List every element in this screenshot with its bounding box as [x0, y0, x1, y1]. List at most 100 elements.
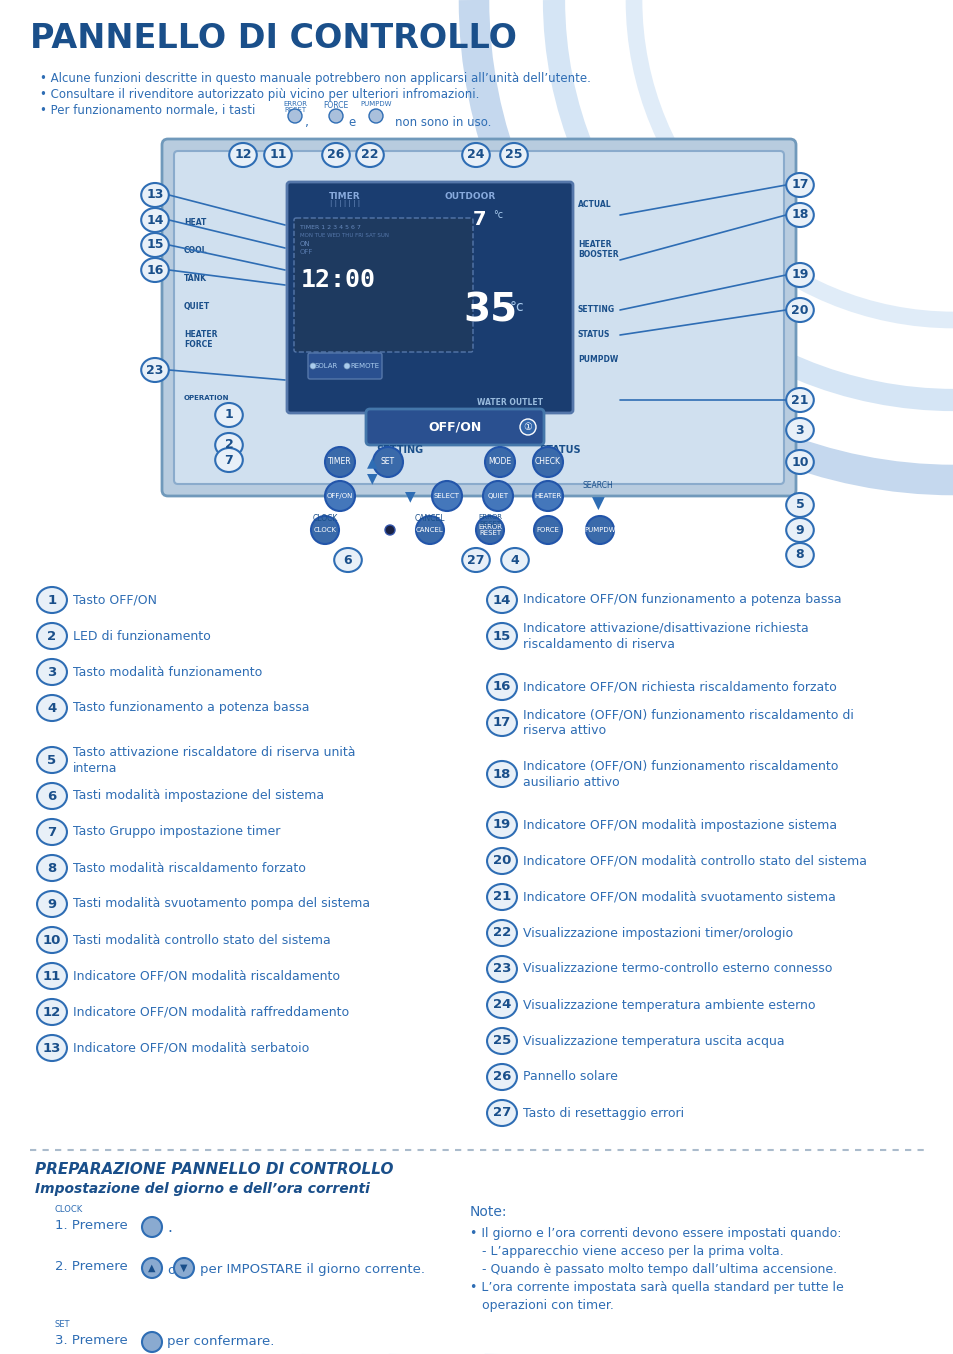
Text: HEATER
FORCE: HEATER FORCE [184, 330, 217, 349]
Ellipse shape [37, 999, 67, 1025]
Text: 14: 14 [493, 593, 511, 607]
Text: Tasto Gruppo impostazione timer: Tasto Gruppo impostazione timer [73, 826, 280, 838]
Text: per confermare.: per confermare. [167, 1335, 274, 1349]
Text: Tasti modalità impostazione del sistema: Tasti modalità impostazione del sistema [73, 789, 324, 803]
Text: 3: 3 [795, 424, 803, 436]
Text: ERROR
RESET: ERROR RESET [283, 102, 307, 114]
Text: 9: 9 [48, 898, 56, 910]
Text: ,: , [305, 116, 309, 129]
Text: 20: 20 [790, 303, 808, 317]
Text: ▲: ▲ [148, 1263, 155, 1273]
FancyBboxPatch shape [173, 152, 783, 483]
Text: Indicatore OFF/ON modalità impostazione sistema: Indicatore OFF/ON modalità impostazione … [522, 819, 836, 831]
Text: per IMPOSTARE il giorno corrente.: per IMPOSTARE il giorno corrente. [200, 1263, 424, 1277]
Ellipse shape [487, 812, 517, 838]
Ellipse shape [487, 1099, 517, 1127]
Text: 16: 16 [493, 681, 511, 693]
Ellipse shape [785, 519, 813, 542]
Ellipse shape [785, 418, 813, 441]
Circle shape [416, 516, 443, 544]
Text: • Il giorno e l’ora correnti devono essere impostati quando:: • Il giorno e l’ora correnti devono esse… [470, 1227, 841, 1240]
Circle shape [585, 516, 614, 544]
Text: ON: ON [299, 241, 311, 246]
Ellipse shape [37, 783, 67, 808]
Text: 26: 26 [493, 1071, 511, 1083]
Text: • Alcune funzioni descritte in questo manuale potrebbero non applicarsi all’unit: • Alcune funzioni descritte in questo ma… [40, 72, 590, 85]
Circle shape [142, 1258, 162, 1278]
Text: 11: 11 [43, 969, 61, 983]
Circle shape [476, 516, 503, 544]
Text: 10: 10 [790, 455, 808, 468]
Text: SEARCH: SEARCH [582, 482, 613, 490]
Text: ACTUAL: ACTUAL [578, 200, 611, 209]
Circle shape [310, 363, 315, 370]
Text: 27: 27 [467, 554, 484, 566]
FancyBboxPatch shape [162, 139, 795, 496]
FancyBboxPatch shape [287, 181, 573, 413]
Ellipse shape [461, 548, 489, 571]
Text: SET: SET [55, 1320, 71, 1330]
Text: 6: 6 [343, 554, 352, 566]
Text: Tasti modalità svuotamento pompa del sistema: Tasti modalità svuotamento pompa del sis… [73, 898, 370, 910]
Text: 15: 15 [493, 630, 511, 643]
Circle shape [173, 1258, 193, 1278]
Text: Indicatore (OFF/ON) funzionamento riscaldamento di
riserva attivo: Indicatore (OFF/ON) funzionamento riscal… [522, 708, 853, 738]
Text: 16: 16 [146, 264, 164, 276]
FancyBboxPatch shape [294, 218, 473, 352]
Text: 12: 12 [234, 149, 252, 161]
Text: 18: 18 [790, 209, 808, 222]
Ellipse shape [487, 623, 517, 649]
Ellipse shape [500, 548, 528, 571]
Circle shape [329, 110, 343, 123]
Text: 5: 5 [795, 498, 803, 512]
Circle shape [344, 363, 350, 370]
Text: 17: 17 [493, 716, 511, 730]
Ellipse shape [785, 493, 813, 517]
Ellipse shape [229, 144, 256, 167]
Text: ▲: ▲ [149, 1255, 155, 1265]
Ellipse shape [37, 854, 67, 881]
Text: e: e [348, 116, 355, 129]
Text: Note:: Note: [470, 1205, 507, 1219]
Ellipse shape [37, 963, 67, 988]
Ellipse shape [785, 203, 813, 227]
Ellipse shape [499, 144, 527, 167]
Text: CLOCK: CLOCK [314, 527, 336, 533]
Text: 25: 25 [493, 1034, 511, 1048]
Ellipse shape [322, 144, 350, 167]
Text: REMOTE: REMOTE [350, 363, 378, 370]
Text: 2. Premere: 2. Premere [55, 1261, 128, 1273]
Text: TIMER 1 2 3 4 5 6 7: TIMER 1 2 3 4 5 6 7 [299, 225, 360, 230]
Text: Tasto di resettaggio errori: Tasto di resettaggio errori [522, 1106, 683, 1120]
Text: 10: 10 [43, 933, 61, 946]
Ellipse shape [487, 992, 517, 1018]
Text: PUMPDW: PUMPDW [583, 527, 615, 533]
Circle shape [142, 1217, 162, 1238]
Text: QUIET: QUIET [487, 493, 508, 500]
Text: • L’ora corrente impostata sarà quella standard per tutte le: • L’ora corrente impostata sarà quella s… [470, 1281, 842, 1294]
Text: 11: 11 [269, 149, 287, 161]
Ellipse shape [487, 1064, 517, 1090]
Text: ①: ① [523, 422, 532, 432]
Ellipse shape [215, 403, 243, 427]
Ellipse shape [215, 433, 243, 458]
Text: 23: 23 [146, 363, 164, 376]
Text: Tasto modalità riscaldamento forzato: Tasto modalità riscaldamento forzato [73, 861, 306, 875]
Text: Indicatore (OFF/ON) funzionamento riscaldamento
ausiliario attivo: Indicatore (OFF/ON) funzionamento riscal… [522, 760, 838, 788]
Text: SELECT: SELECT [434, 493, 459, 500]
Text: • Per funzionamento normale, i tasti: • Per funzionamento normale, i tasti [40, 104, 255, 116]
Ellipse shape [37, 927, 67, 953]
Text: PUMPDW: PUMPDW [578, 355, 618, 364]
Text: 27: 27 [493, 1106, 511, 1120]
Text: 12: 12 [43, 1006, 61, 1018]
Ellipse shape [37, 623, 67, 649]
Text: - L’apparecchio viene acceso per la prima volta.: - L’apparecchio viene acceso per la prim… [470, 1244, 783, 1258]
Ellipse shape [785, 263, 813, 287]
Ellipse shape [37, 1034, 67, 1062]
Text: 15: 15 [146, 238, 164, 252]
Text: 1. Premere: 1. Premere [55, 1219, 128, 1232]
Text: 21: 21 [493, 891, 511, 903]
Text: WATER OUTLET: WATER OUTLET [476, 398, 542, 408]
Ellipse shape [141, 357, 169, 382]
Text: 9: 9 [795, 524, 803, 536]
